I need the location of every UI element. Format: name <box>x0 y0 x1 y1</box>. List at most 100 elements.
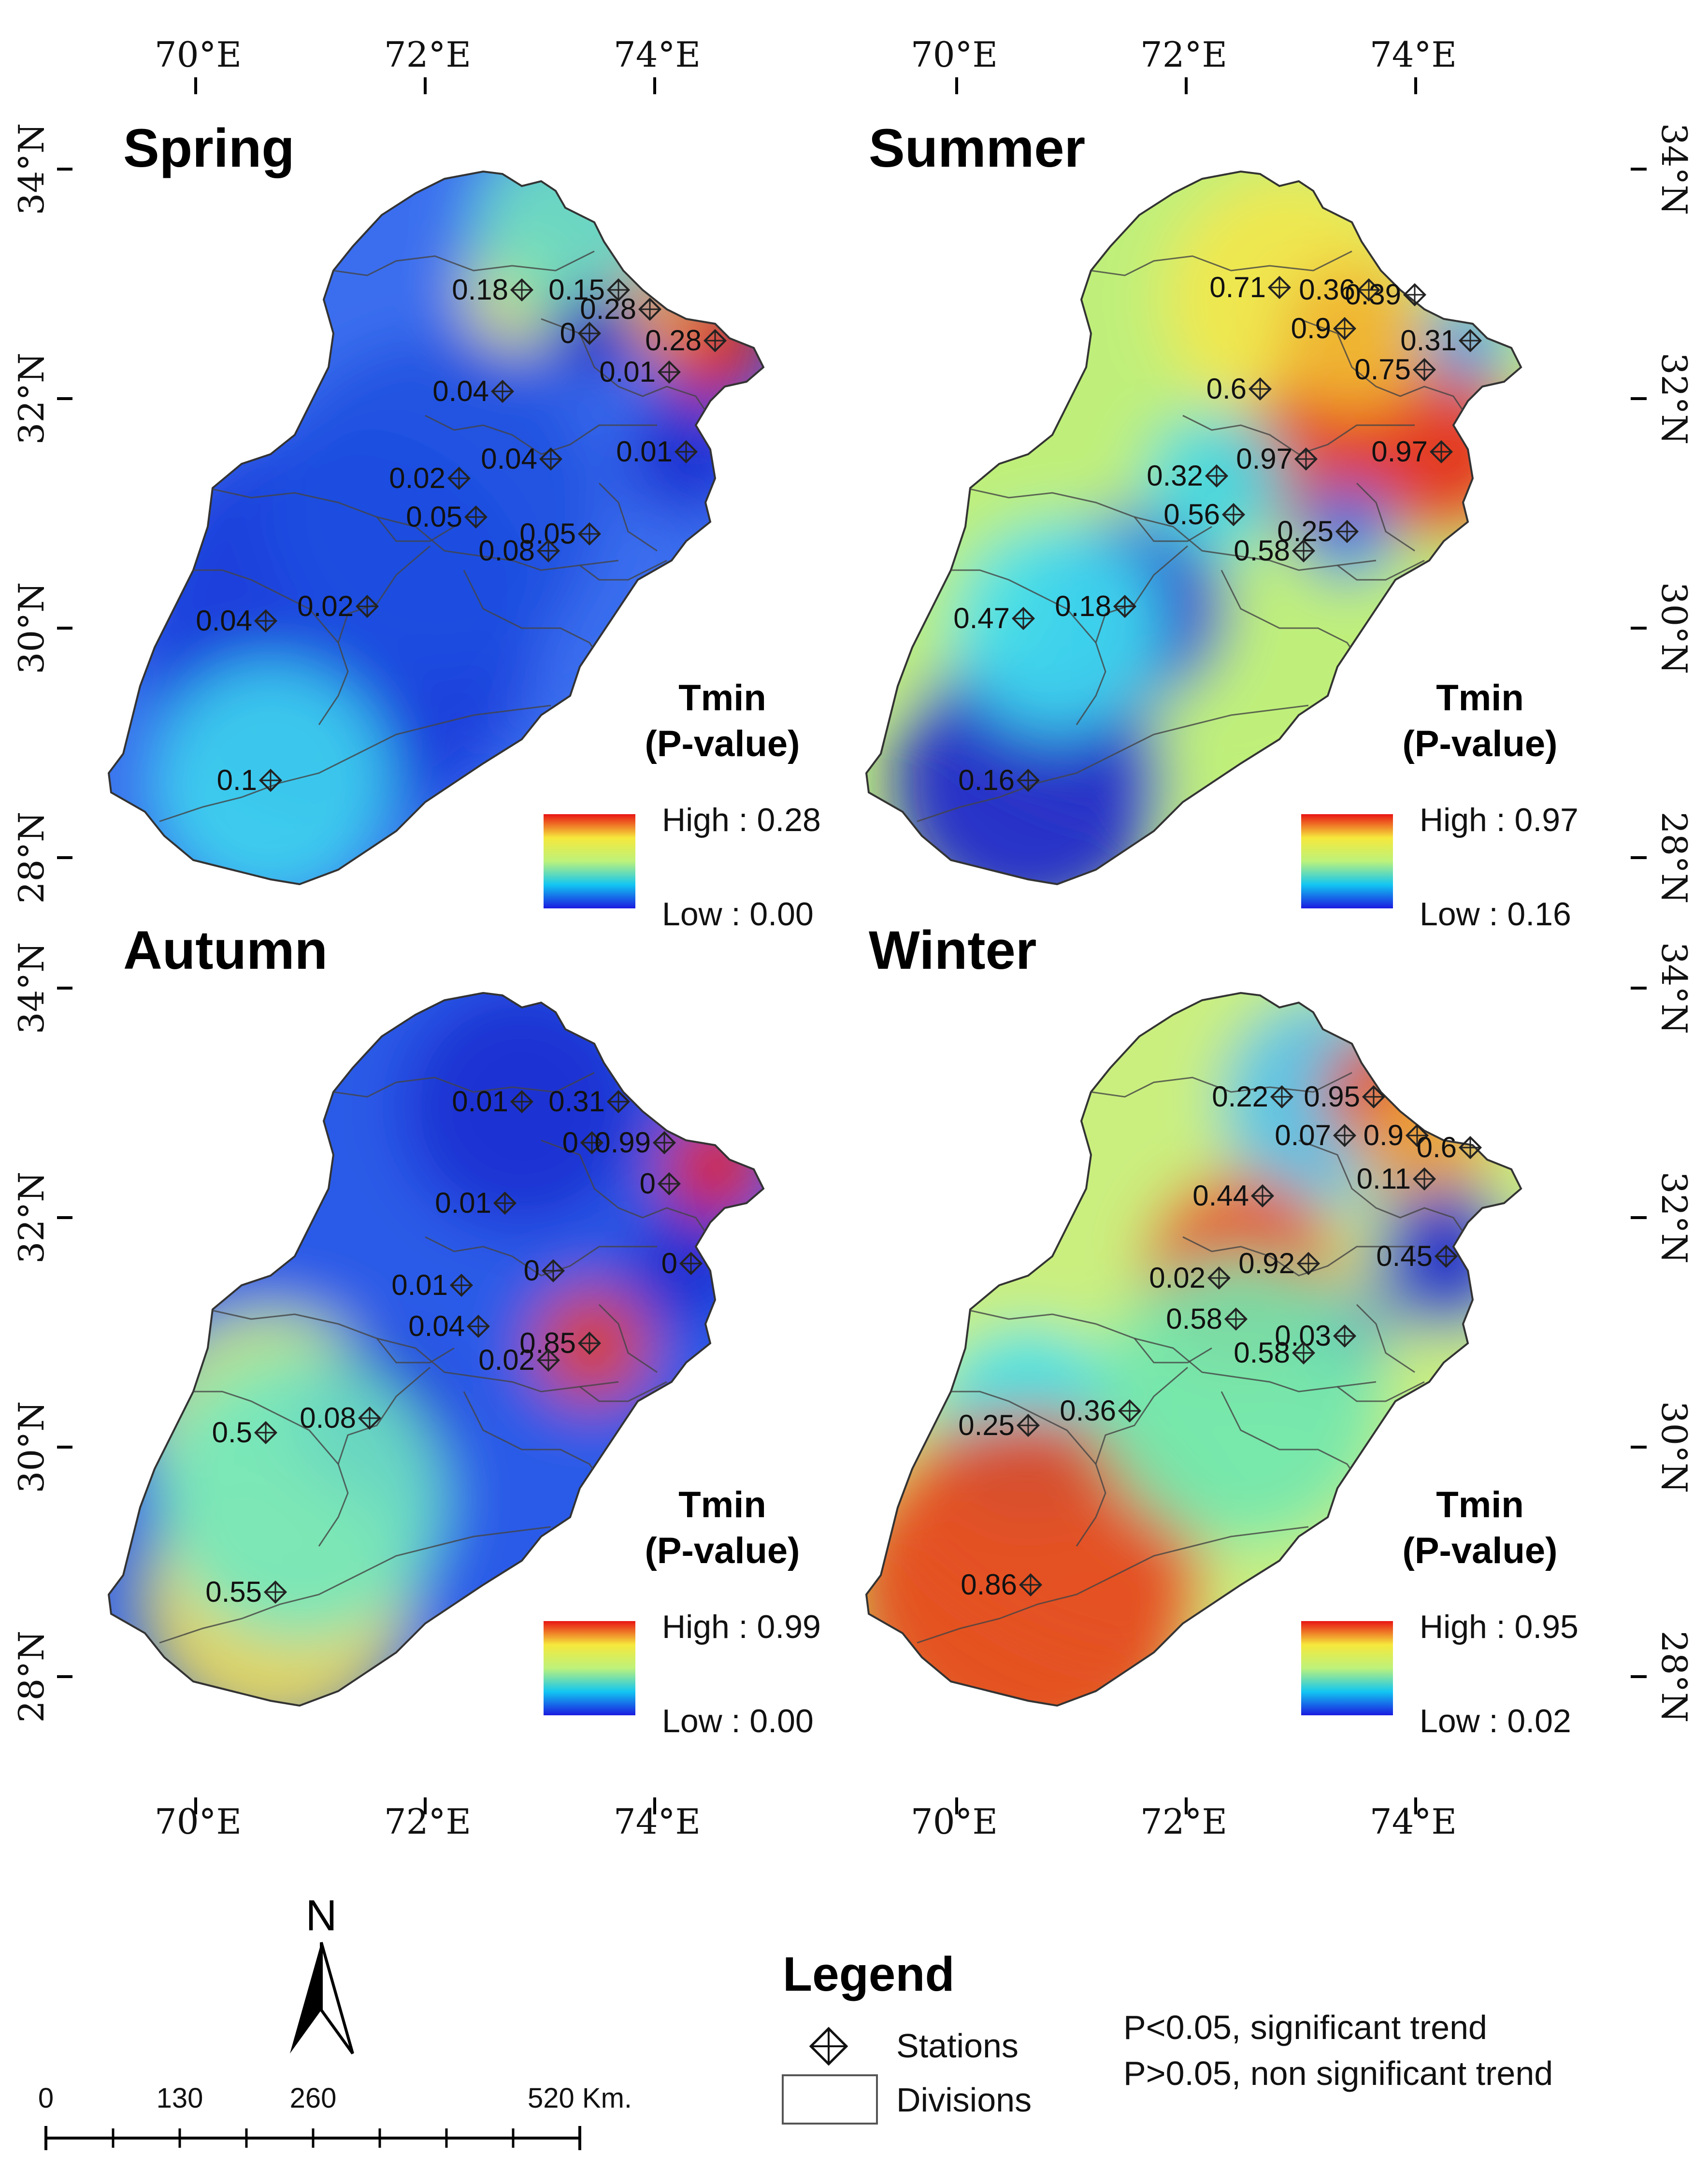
legend-divisions-label: Divisions <box>896 2081 1032 2119</box>
legend-title-line2: (P-value) <box>1403 1530 1558 1571</box>
station-marker: 0.58 <box>1234 534 1316 567</box>
station-diamond-icon <box>258 768 283 792</box>
station-marker: 0.16 <box>958 764 1040 796</box>
station-marker: 0.6 <box>1206 373 1272 405</box>
lat-label-28-r1: 28°N <box>1654 812 1694 904</box>
lon-label-72-tl: 72°E <box>384 34 471 75</box>
station-label: 0.5 <box>212 1416 252 1449</box>
division-boundaries <box>917 250 1474 822</box>
station-marker: 0 <box>560 317 602 349</box>
station-label: 0.58 <box>1166 1303 1222 1335</box>
station-marker: 0.11 <box>1357 1163 1436 1195</box>
station-marker: 0.36 <box>1299 273 1381 306</box>
north-arrow-icon <box>290 1942 321 2054</box>
station-marker: 0.31 <box>548 1085 631 1118</box>
station-diamond-icon <box>466 1314 490 1338</box>
station-diamond-icon <box>464 505 488 529</box>
station-label: 0 <box>562 1126 578 1159</box>
scale-label-520: 520 Km. <box>528 2083 632 2114</box>
station-marker: 0.02 <box>478 1344 560 1376</box>
north-arrow: N <box>290 1892 354 2054</box>
station-label: 0.04 <box>196 604 252 637</box>
station-diamond-icon <box>1248 377 1272 401</box>
color-ramp <box>1301 1621 1393 1715</box>
station-label: 0.56 <box>1163 498 1220 531</box>
station-marker: 0.22 <box>1212 1080 1294 1113</box>
station-diamond-icon <box>1267 275 1292 300</box>
panel-title: Autumn <box>123 920 328 980</box>
station-diamond-icon <box>1458 329 1482 353</box>
station-diamond-icon <box>1207 1266 1231 1290</box>
station-label: 0.39 <box>1345 278 1401 311</box>
station-symbol-icon <box>809 2026 848 2066</box>
station-diamond-icon <box>1357 278 1381 302</box>
station-label: 0.01 <box>452 1085 508 1118</box>
station-diamond-icon <box>703 329 727 353</box>
station-label: 0.9 <box>1291 312 1331 345</box>
station-diamond-icon <box>1412 1167 1436 1191</box>
station-diamond-icon <box>536 539 560 563</box>
station-diamond-icon <box>1296 1251 1320 1276</box>
scale-label-260: 260 <box>290 2083 337 2114</box>
lat-label-34-l2: 34°N <box>11 942 52 1034</box>
station-label: 0.32 <box>1147 460 1203 492</box>
station-label: 0.86 <box>961 1568 1017 1601</box>
station-diamond-icon <box>606 278 631 302</box>
station-diamond-icon <box>355 594 379 618</box>
lat-label-32-l2: 32°N <box>11 1172 52 1264</box>
lon-label-70-bl: 70°E <box>155 1801 242 1842</box>
station-marker: 0 <box>524 1254 565 1287</box>
panel-title: Spring <box>123 118 295 178</box>
divisions-symbol-icon <box>782 2074 878 2125</box>
station-diamond-icon <box>1362 1085 1386 1109</box>
station-marker: 0.02 <box>297 590 379 622</box>
lon-label-70-tr: 70°E <box>911 34 998 75</box>
station-label: 0.28 <box>645 324 702 357</box>
station-label: 0.45 <box>1376 1240 1433 1272</box>
station-label: 0.31 <box>1400 324 1457 357</box>
station-marker: 0.05 <box>406 501 488 533</box>
station-marker: 0.01 <box>435 1187 517 1219</box>
lat-label-32-r2: 32°N <box>1654 1172 1694 1264</box>
station-label: 0.6 <box>1206 373 1247 405</box>
station-marker: 0.36 <box>1060 1394 1142 1427</box>
lat-label-30-l2: 30°N <box>11 1401 52 1494</box>
station-diamond-icon <box>577 1331 602 1355</box>
station-marker: 0.07 <box>1275 1119 1357 1151</box>
station-diamond-icon <box>1333 1324 1357 1348</box>
station-diamond-icon <box>577 522 602 546</box>
lat-label-30-r2: 30°N <box>1654 1401 1694 1494</box>
station-label: 0.22 <box>1212 1080 1268 1113</box>
station-diamond-icon <box>1333 1123 1357 1148</box>
station-label: 0.01 <box>435 1187 491 1219</box>
station-diamond-icon <box>1205 464 1229 488</box>
station-diamond-icon <box>449 1273 474 1297</box>
station-marker: 0.47 <box>953 602 1035 634</box>
division-boundaries <box>917 1072 1474 1644</box>
station-label: 0.36 <box>1299 273 1355 306</box>
station-marker: 0.9 <box>1291 312 1357 345</box>
station-label: 0 <box>560 317 576 349</box>
station-diamond-icon <box>577 321 602 345</box>
color-ramp <box>544 1621 635 1715</box>
station-marker: 0.32 <box>1147 460 1229 492</box>
legend-title: Legend <box>783 1947 955 2001</box>
station-marker: 0.02 <box>389 462 471 494</box>
station-diamond-icon <box>1429 440 1453 464</box>
lon-label-72-tr: 72°E <box>1140 34 1227 75</box>
station-marker: 0.45 <box>1376 1240 1458 1272</box>
station-diamond-icon <box>1016 768 1040 792</box>
station-label: 0.08 <box>478 534 535 567</box>
station-diamond-icon <box>652 1131 676 1155</box>
pvalue-legend: Tmin (P-value) High : 0.99 Low : 0.00 <box>544 1484 821 1739</box>
lat-label-34-r1: 34°N <box>1654 123 1694 215</box>
station-label: 0.92 <box>1238 1247 1295 1279</box>
station-marker: 0.39 <box>1345 278 1427 311</box>
station-marker: 0.99 <box>594 1126 676 1159</box>
station-label: 0.16 <box>958 764 1015 796</box>
station-diamond-icon <box>1335 519 1359 544</box>
station-marker: 0.04 <box>481 443 563 475</box>
station-diamond-icon <box>679 1251 703 1276</box>
